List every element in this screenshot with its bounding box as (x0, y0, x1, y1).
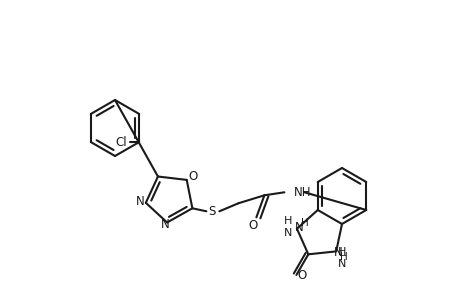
Text: N: N (294, 221, 302, 234)
Text: N: N (333, 246, 342, 259)
Text: O: O (297, 269, 307, 282)
Text: Cl: Cl (115, 136, 127, 148)
Text: O: O (188, 170, 197, 183)
Text: H: H (340, 252, 347, 262)
Text: N: N (160, 218, 169, 231)
Text: H: H (300, 218, 308, 228)
Text: S: S (208, 205, 216, 218)
Text: H
N: H N (337, 247, 346, 269)
Text: H
N: H N (283, 216, 291, 238)
Text: N: N (135, 195, 144, 208)
Text: NH: NH (293, 186, 310, 199)
Text: O: O (248, 219, 257, 232)
